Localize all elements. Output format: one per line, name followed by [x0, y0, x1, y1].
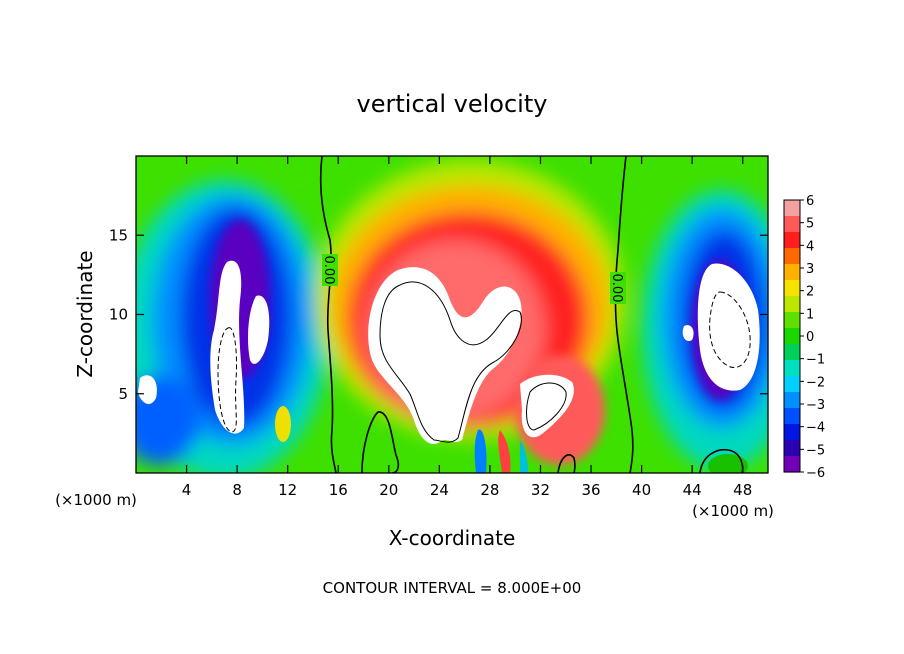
colorbar-segment	[784, 280, 800, 297]
x-tick-label: 4	[182, 481, 192, 499]
contour-line-left	[319, 156, 337, 473]
colorbar-segment	[784, 408, 800, 425]
colorbar-segment	[784, 216, 800, 233]
colorbar-tick-label: 5	[806, 217, 814, 232]
colorbar-tick-label: −2	[806, 375, 825, 390]
colorbar-segment	[784, 360, 800, 377]
x-unit-left: (×1000 m)	[55, 491, 137, 509]
colorbar-segment	[784, 296, 800, 313]
colorbar-tick-label: 4	[806, 239, 814, 254]
central-white-region	[368, 267, 522, 444]
colorbar-tick-label: 6	[806, 194, 814, 209]
x-axis: 4 8 12 16 20 24 28 32 36 40 44 48	[182, 156, 752, 499]
colorbar-tick-label: −6	[806, 466, 825, 481]
chart-title: vertical velocity	[357, 90, 548, 118]
y-tick-label: 5	[118, 385, 128, 403]
colorbar-segment	[784, 232, 800, 249]
x-unit-right: (×1000 m)	[692, 502, 774, 520]
y-axis-label: Z-coordinate	[73, 250, 97, 377]
contour-interval-note: CONTOUR INTERVAL = 8.000E+00	[323, 579, 582, 597]
colorbar-tick-label: 0	[806, 330, 814, 345]
colorbar-tick-label: −3	[806, 398, 825, 413]
colorbar: 6 5 4 3 2 1 0 −1 −2 −3 −4 −5 −6	[783, 194, 825, 481]
x-axis-label: X-coordinate	[389, 526, 516, 550]
y-tick-label: 15	[109, 226, 128, 244]
x-tick-label: 36	[581, 481, 600, 499]
colorbar-segment	[784, 264, 800, 281]
colorbar-tick-label: −4	[806, 421, 825, 436]
x-tick-label: 24	[430, 481, 449, 499]
x-tick-label: 40	[632, 481, 651, 499]
colorbar-segment	[784, 248, 800, 265]
heatmap-field: 0.00 0.00	[136, 156, 768, 473]
colorbar-segment	[784, 376, 800, 393]
x-tick-label: 28	[480, 481, 499, 499]
contour-label-right: 0.00	[609, 272, 626, 304]
y-axis: 5 10 15	[109, 226, 768, 403]
svg-text:0.00: 0.00	[321, 256, 336, 285]
colorbar-segment	[784, 392, 800, 409]
colorbar-segment	[784, 344, 800, 361]
x-tick-label: 20	[379, 481, 398, 499]
colorbar-segment	[784, 456, 800, 473]
x-tick-label: 16	[329, 481, 348, 499]
contour-label-left: 0.00	[321, 254, 338, 286]
colorbar-tick-label: −1	[806, 353, 825, 368]
colorbar-segment	[784, 440, 800, 457]
colorbar-tick-label: 2	[806, 285, 814, 300]
colorbar-segment	[784, 424, 800, 441]
right-white-region	[697, 263, 760, 391]
colorbar-tick-label: −5	[806, 443, 825, 458]
x-tick-label: 32	[531, 481, 550, 499]
x-tick-label: 44	[683, 481, 702, 499]
y-tick-label: 10	[109, 306, 128, 324]
x-tick-label: 8	[232, 481, 242, 499]
contour-line-right	[614, 156, 634, 473]
x-tick-label: 12	[278, 481, 297, 499]
colorbar-segment	[784, 312, 800, 329]
colorbar-tick-label: 3	[806, 262, 814, 277]
colorbar-segment	[784, 328, 800, 345]
colorbar-tick-label: 1	[806, 307, 814, 322]
colorbar-segment	[784, 200, 800, 217]
svg-text:0.00: 0.00	[609, 274, 624, 303]
x-tick-label: 48	[733, 481, 752, 499]
